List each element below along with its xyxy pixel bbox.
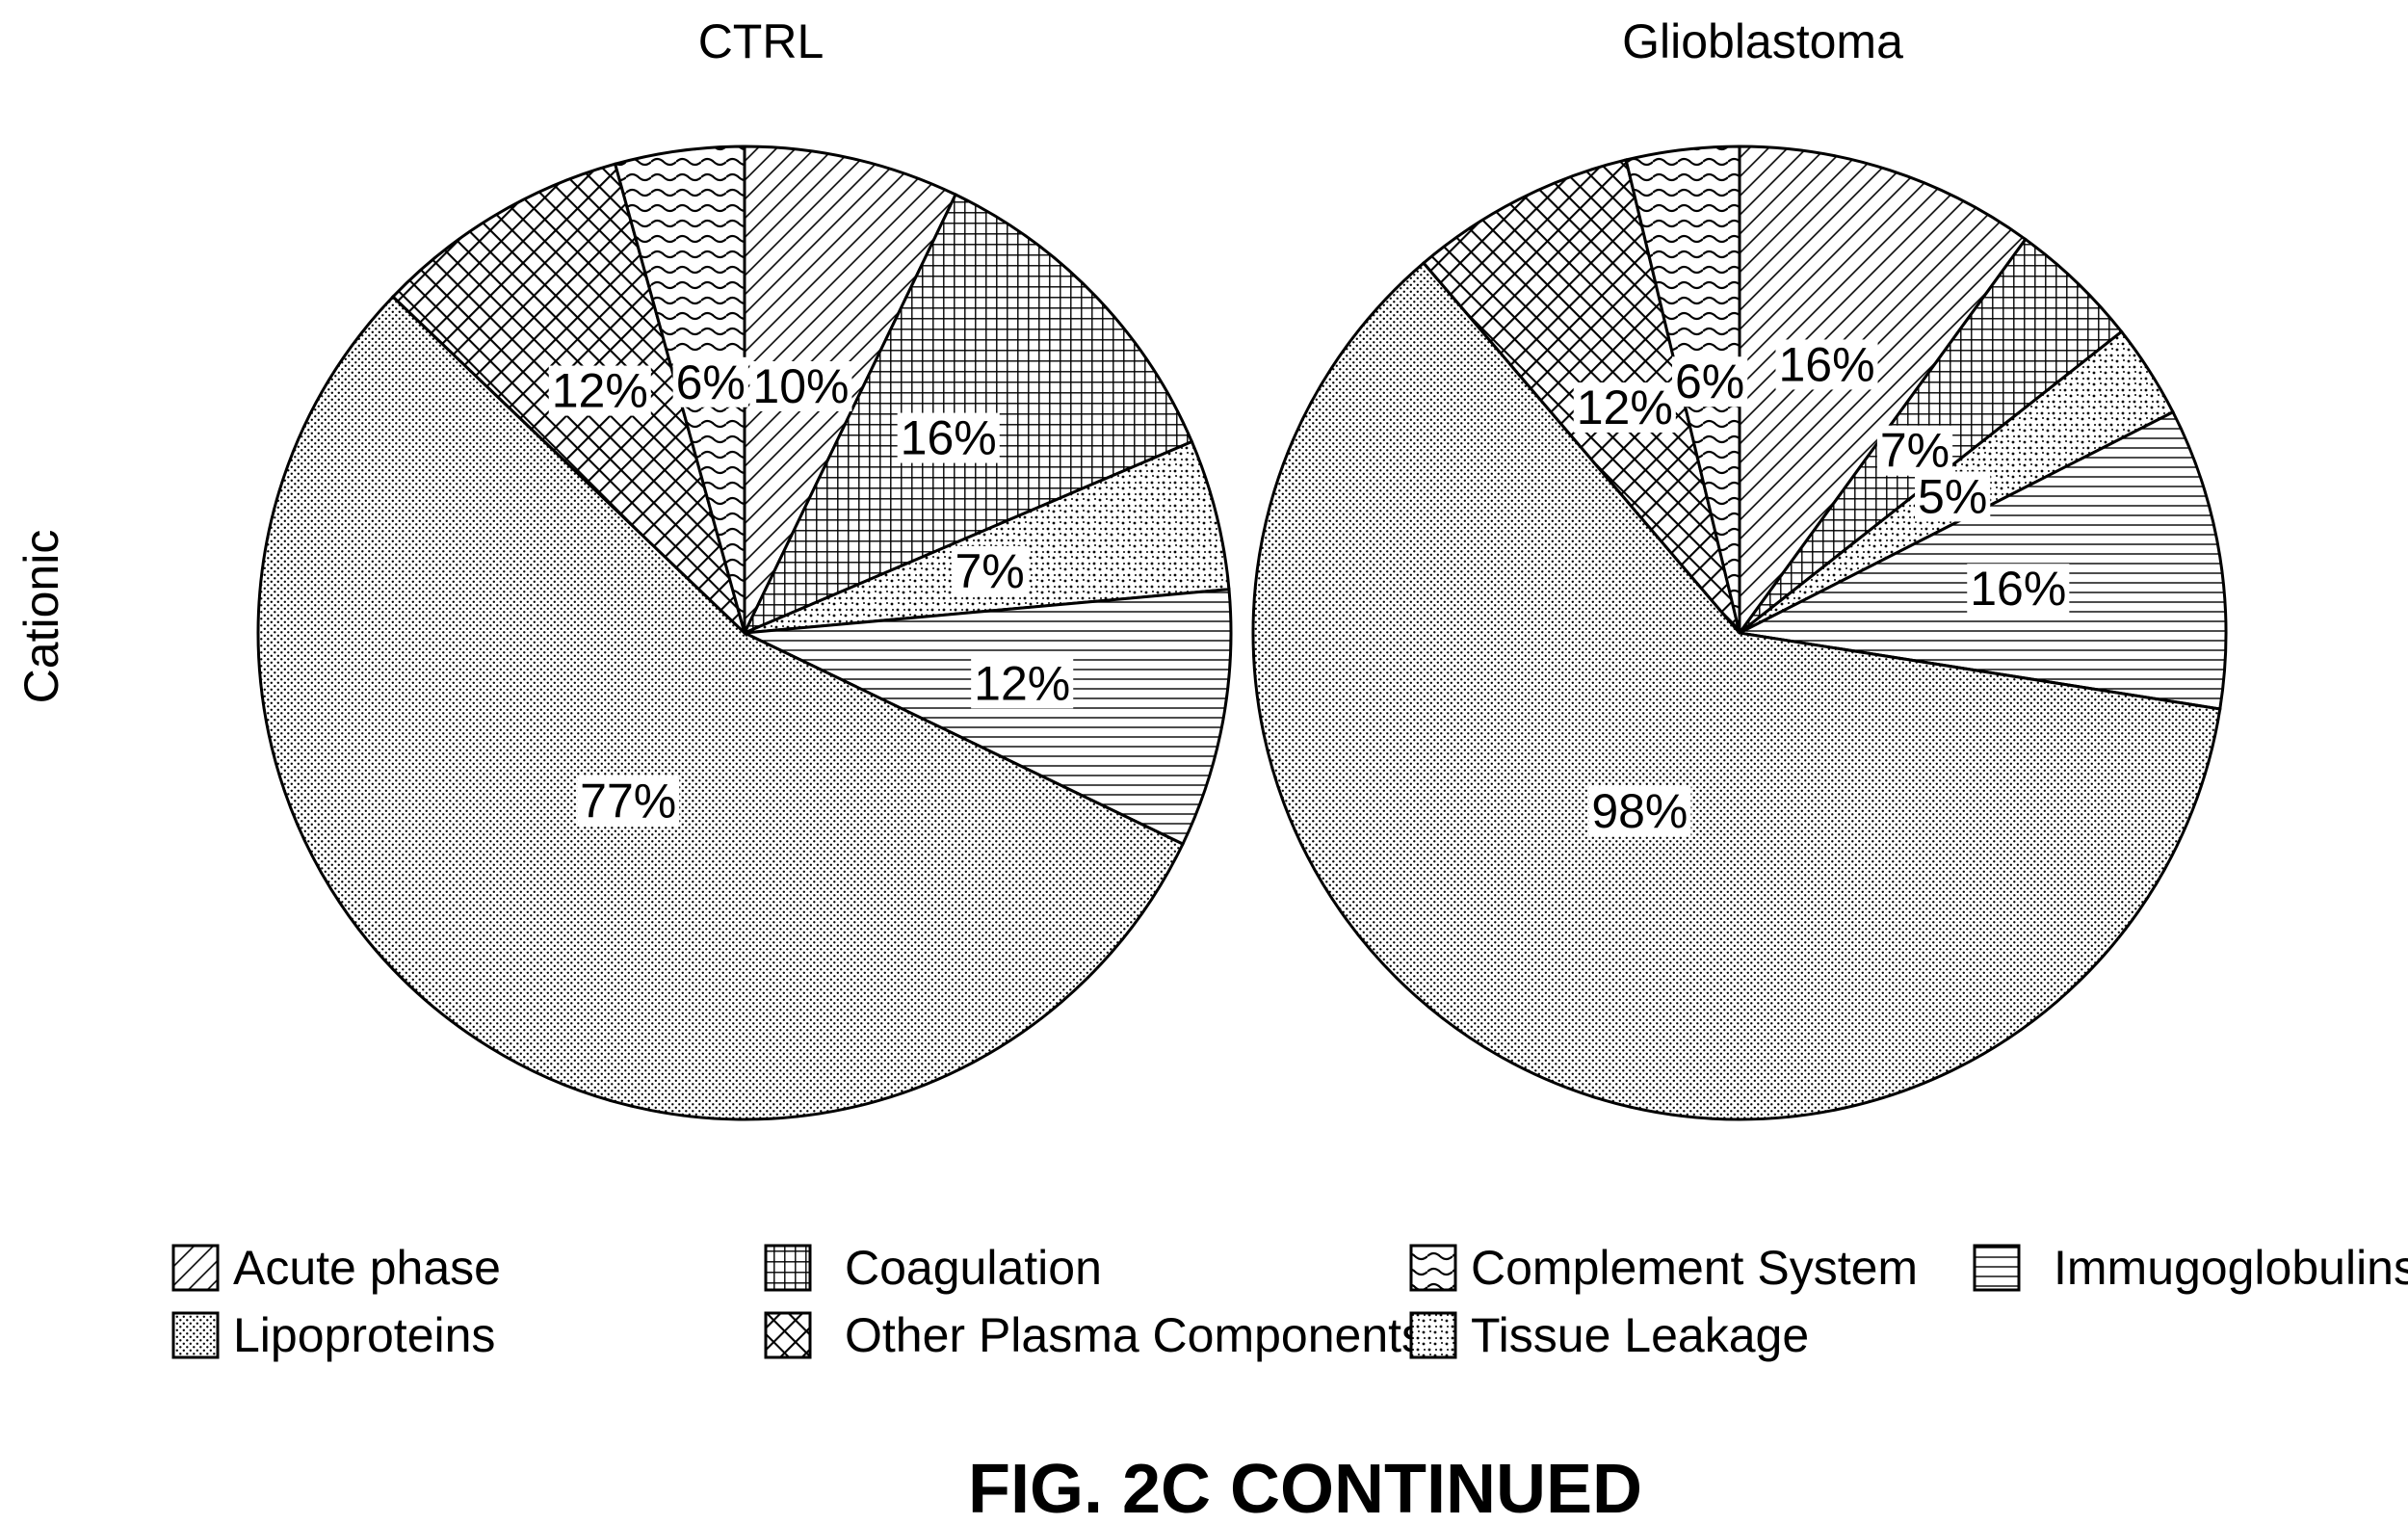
pie-slice-lipoproteins — [1251, 260, 2222, 1121]
pie-data-label-bg — [548, 365, 651, 416]
pie-data-label-bg — [749, 360, 852, 411]
pie-data-label-acute-phase: 10% — [752, 359, 849, 413]
pie-data-label-bg — [897, 412, 1000, 463]
legend-item-lipoproteins: Lipoproteins — [171, 1308, 495, 1362]
pie-data-label-bg — [577, 776, 680, 827]
pie-slice-immugoglobulins — [739, 588, 1233, 847]
pie-data-label-bg — [1573, 382, 1676, 434]
pie-data-label-other-plasma-components: 12% — [1577, 381, 1673, 434]
pie-title-ctrl: CTRL — [698, 14, 824, 68]
legend-item-immugoglobulins: Immugoglobulins — [1973, 1241, 2408, 1295]
pie-data-label-complement-system: 6% — [676, 355, 746, 409]
legend-label-lipoproteins: Lipoproteins — [233, 1308, 495, 1362]
pie-data-label-other-plasma-components: 12% — [552, 364, 648, 418]
legend-item-coagulation: Coagulation — [764, 1241, 1102, 1295]
pie-data-label-coagulation: 7% — [1880, 424, 1950, 478]
pie-data-label-bg — [1775, 339, 1878, 390]
pie-slices-glioblastoma — [1251, 145, 2228, 1121]
pie-slices-ctrl — [256, 145, 1233, 1121]
pie-data-label-bg — [1915, 471, 1991, 522]
legend: Acute phase Coagulation Complement System I… — [171, 1241, 2408, 1362]
pie-data-label-bg — [1876, 425, 1953, 476]
figure-caption: FIG. 2C CONTINUED — [968, 1451, 1642, 1525]
pie-data-label-acute-phase: 16% — [1778, 337, 1874, 391]
legend-item-complement-system: Complement System — [1409, 1241, 1918, 1295]
legend-item-acute-phase: Acute phase — [171, 1241, 501, 1295]
pie-slice-tissue-leakage — [744, 439, 1231, 635]
legend-item-tissue-leakage: Tissue Leakage — [1409, 1308, 1809, 1362]
pie-data-label-tissue-leakage: 7% — [955, 544, 1025, 598]
pie-slice-immugoglobulins — [1735, 409, 2228, 711]
legend-label-coagulation: Coagulation — [845, 1241, 1102, 1295]
pie-data-label-bg — [1967, 564, 2070, 615]
pie-data-label-bg — [1672, 356, 1748, 408]
legend-swatch-tissue-leakage — [1409, 1311, 1457, 1359]
pie-labels-ctrl: 10% 16% 7% 12% 77% 12% 6% — [548, 355, 1074, 828]
pie-data-label-bg — [952, 545, 1028, 596]
pie-chart-glioblastoma: Glioblastoma 16%7%5%16%98%12% 6% — [1251, 14, 2228, 1121]
pie-data-label-bg — [672, 356, 748, 408]
legend-swatch-lipoproteins — [171, 1311, 220, 1359]
legend-label-other-plasma-components: Other Plasma Components — [845, 1308, 1426, 1362]
pie-data-label-immugoglobulins: 12% — [974, 656, 1070, 710]
legend-label-immugoglobulins: Immugoglobulins — [2054, 1241, 2408, 1295]
pie-data-label-complement-system: 6% — [1675, 355, 1744, 408]
pie-data-label-tissue-leakage: 5% — [1918, 469, 1987, 523]
legend-label-tissue-leakage: Tissue Leakage — [1471, 1308, 1809, 1362]
pie-data-label-bg — [971, 658, 1074, 709]
pie-data-label-bg — [1588, 786, 1691, 837]
legend-swatch-complement-system — [1409, 1244, 1457, 1292]
legend-label-complement-system: Complement System — [1471, 1241, 1918, 1295]
legend-swatch-immugoglobulins — [1973, 1244, 2021, 1292]
pie-slice-acute-phase — [1738, 145, 2028, 638]
legend-label-acute-phase: Acute phase — [233, 1241, 501, 1295]
pie-slice-lipoproteins — [256, 294, 1185, 1121]
pie-chart-ctrl: CTRL 10% 16% 7% 12% 77% 12% 6% — [256, 14, 1233, 1121]
pie-data-label-coagulation: 16% — [901, 411, 997, 465]
legend-item-other-plasma-components: Other Plasma Components — [764, 1308, 1426, 1362]
pie-data-label-lipoproteins: 77% — [580, 774, 676, 828]
row-label: Cationic — [14, 530, 68, 704]
legend-swatch-coagulation — [764, 1244, 812, 1292]
pie-data-label-immugoglobulins: 16% — [1970, 562, 2066, 616]
pie-labels-glioblastoma: 16%7%5%16%98%12% 6% — [1573, 337, 2070, 838]
legend-swatch-other-plasma-components — [764, 1311, 812, 1359]
pie-data-label-lipoproteins: 98% — [1591, 784, 1688, 838]
pie-title-glioblastoma: Glioblastoma — [1622, 14, 1903, 68]
legend-swatch-acute-phase — [171, 1244, 220, 1292]
